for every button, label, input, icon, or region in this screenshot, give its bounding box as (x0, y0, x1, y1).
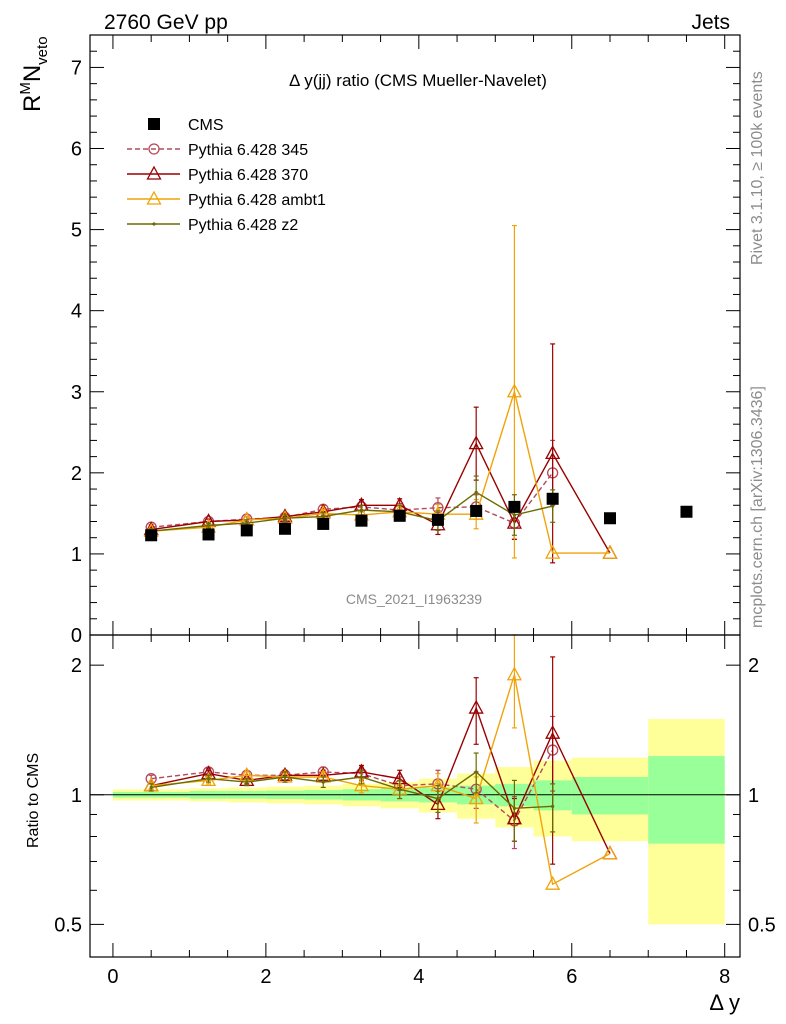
data-point (283, 775, 287, 779)
ratio-y-tick-label: 0.5 (54, 914, 82, 936)
data-point (468, 790, 484, 805)
main-plot-marks (143, 224, 693, 564)
y-tick-label: 6 (71, 139, 82, 161)
legend-label: CMS (188, 117, 224, 134)
data-point (148, 118, 160, 130)
ratio-y-tick-label-right: 2 (748, 655, 759, 677)
mcplots-label: mcplots.cern.ch [arXiv:1306.3436] (749, 386, 766, 628)
ratio-plot-marks (143, 634, 618, 890)
data-point (146, 165, 162, 180)
data-point (431, 513, 444, 526)
ratio-uncertainty-bands (90, 718, 740, 925)
data-point (546, 492, 559, 505)
data-point (283, 516, 287, 520)
legend-label: Pythia 6.428 z2 (188, 217, 298, 234)
axes: 0 2 4 6 8 0 1 2 3 4 5 6 7 0.5 0.5 1 1 2 2 (54, 34, 776, 988)
data-point (545, 724, 561, 739)
data-point (545, 544, 561, 559)
data-point (393, 509, 406, 522)
data-point (398, 787, 402, 791)
x-tick-label: 2 (260, 966, 271, 988)
data-point (506, 666, 523, 681)
data-point (152, 222, 156, 226)
ratio-ylabel: Ratio to CMS (25, 753, 42, 848)
data-point (512, 513, 517, 517)
data-point (206, 777, 211, 781)
ratio-y-tick-label-right: 0.5 (748, 914, 776, 936)
data-point (508, 500, 521, 513)
rivet-label: Rivet 3.1.10, ≥ 100k events (749, 71, 766, 265)
series-line (151, 389, 610, 554)
data-point (680, 505, 693, 518)
data-point (148, 143, 160, 155)
data-point (551, 804, 555, 808)
data-point (468, 435, 484, 450)
data-point (279, 522, 291, 535)
legend-label: Pythia 6.428 370 (188, 167, 308, 184)
header-right: Jets (691, 11, 730, 34)
data-point (436, 796, 440, 801)
legend-label: Pythia 6.428 345 (188, 142, 308, 159)
ratio-y-tick-label: 1 (71, 785, 82, 807)
data-point (240, 524, 253, 537)
data-point (470, 504, 483, 517)
y-tick-label: 1 (71, 544, 82, 566)
data-point (506, 383, 523, 398)
watermark: CMS_2021_I1963239 (346, 591, 482, 607)
ratio-y-tick-label-right: 1 (748, 785, 759, 807)
main-ylabel: RMNveto (17, 36, 51, 112)
series-line (151, 491, 553, 532)
data-point (355, 514, 368, 527)
series-line (151, 441, 611, 554)
data-point (359, 508, 364, 512)
data-point (146, 190, 162, 205)
y-tick-label: 7 (71, 57, 82, 79)
band-green (648, 756, 725, 844)
ratio-frame (89, 634, 741, 958)
x-tick-label: 6 (566, 966, 577, 988)
header-left: 2760 GeV pp (104, 11, 228, 34)
data-point (321, 515, 325, 519)
data-point (474, 490, 478, 494)
x-tick-label: 8 (719, 966, 730, 988)
series-line (151, 674, 611, 886)
ratio-y-tick-label: 2 (71, 655, 82, 677)
data-point (353, 777, 370, 792)
data-point (545, 445, 561, 460)
y-tick-label: 3 (71, 382, 82, 404)
data-point (602, 845, 618, 860)
data-point (149, 785, 153, 790)
y-tick-label: 0 (71, 625, 82, 647)
data-point (145, 529, 158, 542)
data-point (545, 875, 561, 890)
data-point (474, 770, 478, 774)
data-point (206, 523, 211, 528)
x-axis-label: Δ y (709, 990, 740, 1015)
data-point (359, 775, 364, 779)
legend: CMS Pythia 6.428 345 Pythia 6.428 370 Pythi… (127, 117, 326, 234)
data-point (321, 780, 325, 784)
y-tick-label: 4 (71, 301, 82, 323)
data-point (202, 528, 215, 541)
data-point (512, 806, 517, 810)
data-point (602, 544, 618, 559)
legend-label: Pythia 6.428 ambt1 (188, 192, 326, 209)
main-title: Δ y(jj) ratio (CMS Mueller-Navelet) (289, 71, 547, 90)
data-point (245, 521, 249, 525)
data-point (551, 504, 555, 508)
y-tick-label: 5 (71, 220, 82, 242)
y-tick-label: 2 (71, 463, 82, 485)
data-point (317, 517, 330, 530)
data-point (604, 512, 616, 525)
x-tick-label: 0 (107, 966, 118, 988)
x-tick-label: 4 (413, 966, 424, 988)
data-point (468, 699, 484, 714)
data-point (245, 780, 249, 784)
band-green (571, 776, 649, 815)
